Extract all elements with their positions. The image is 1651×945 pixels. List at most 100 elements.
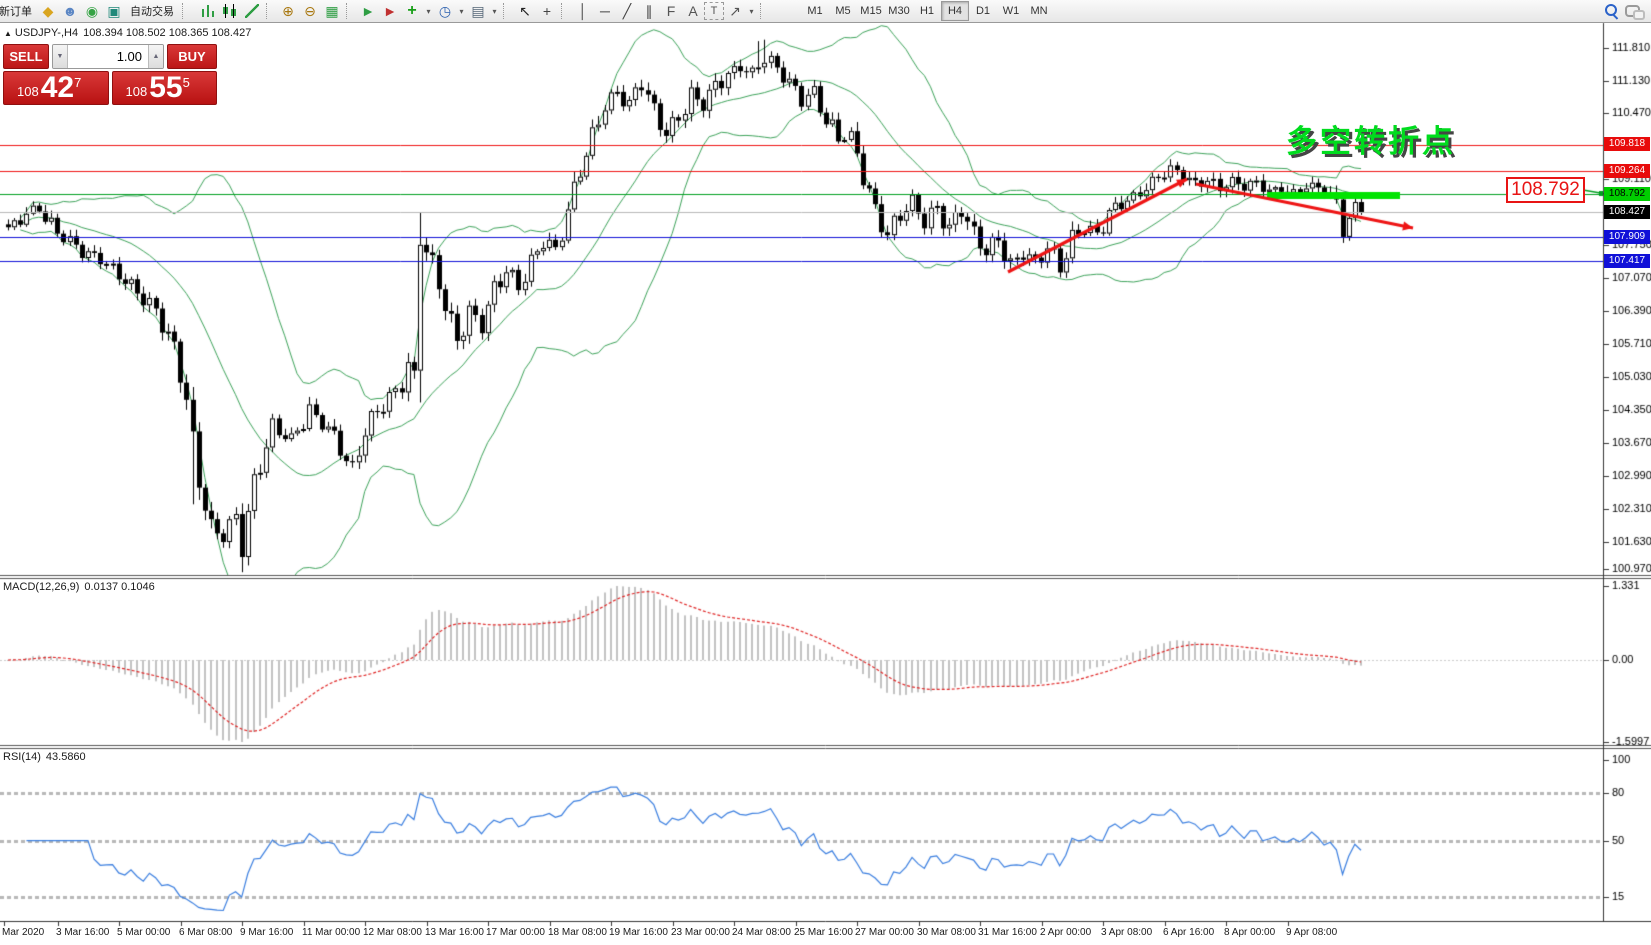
timeframe-H1[interactable]: H1 bbox=[919, 5, 935, 17]
auto-scroll-icon[interactable]: ► bbox=[361, 3, 375, 19]
symbol-search-icon[interactable] bbox=[1601, 1, 1623, 21]
time-axis-label: 5 Mar 00:00 bbox=[117, 927, 171, 938]
indicators-icon[interactable]: + bbox=[407, 2, 417, 19]
time-axis-label: 25 Mar 16:00 bbox=[794, 927, 853, 938]
sell-price-main: 42 bbox=[40, 71, 75, 104]
autotrade-icon[interactable]: ▣ bbox=[107, 3, 121, 19]
timeframe-H4[interactable]: H4 bbox=[941, 1, 969, 21]
periods-dropdown[interactable]: ▾ bbox=[459, 6, 464, 16]
indicators-dropdown[interactable]: ▾ bbox=[426, 6, 431, 16]
timeframe-MN[interactable]: MN bbox=[1030, 5, 1048, 17]
time-axis-label: 8 Apr 00:00 bbox=[1224, 927, 1276, 938]
timeframe-M15[interactable]: M15 bbox=[860, 5, 882, 17]
time-axis-label: 17 Mar 00:00 bbox=[486, 927, 545, 938]
time-axis-label: 30 Mar 08:00 bbox=[917, 927, 976, 938]
chart-shift-marker: ▲ bbox=[4, 29, 12, 38]
time-axis-label: 3 Apr 08:00 bbox=[1101, 927, 1153, 938]
timeframe-D1[interactable]: D1 bbox=[975, 5, 991, 17]
accounts-icon[interactable]: ☻ bbox=[62, 3, 78, 19]
autotrade-button[interactable]: 自动交易 bbox=[130, 6, 174, 18]
templates-dropdown[interactable]: ▾ bbox=[492, 6, 497, 16]
price-axis-badge: 109.264 bbox=[1604, 164, 1650, 178]
volume-stepper: ▼ ▲ bbox=[52, 44, 164, 69]
price-axis-badge: 108.427 bbox=[1604, 205, 1650, 219]
candlestick-icon[interactable] bbox=[219, 1, 241, 21]
periods-icon[interactable]: ◷ bbox=[438, 3, 452, 19]
arrows-icon[interactable]: ↗ bbox=[729, 3, 741, 19]
turning-point-annotation: 多空转折点 bbox=[1286, 124, 1456, 159]
text-icon[interactable]: A bbox=[688, 3, 698, 19]
volume-input[interactable] bbox=[68, 45, 148, 68]
macd-values: 0.0137 0.1046 bbox=[84, 581, 155, 593]
signal-icon[interactable]: ◉ bbox=[85, 3, 99, 19]
buy-price-prefix: 108 bbox=[125, 84, 148, 99]
horizontal-line-icon[interactable]: ─ bbox=[600, 3, 610, 19]
new-order-button[interactable]: 新订单 bbox=[0, 6, 32, 18]
timeframe-M30[interactable]: M30 bbox=[888, 5, 910, 17]
sell-button[interactable]: SELL bbox=[3, 44, 49, 69]
toolbar-separator bbox=[182, 3, 190, 19]
time-axis-label: 24 Mar 08:00 bbox=[732, 927, 791, 938]
symbol-name: USDJPY-,H4 bbox=[14, 27, 79, 39]
tile-windows-icon[interactable]: ▦ bbox=[325, 3, 339, 19]
templates-icon[interactable]: ▤ bbox=[471, 3, 485, 19]
time-axis-label: 6 Apr 16:00 bbox=[1163, 927, 1215, 938]
time-axis-label: 12 Mar 08:00 bbox=[363, 927, 422, 938]
crosshair-icon[interactable]: + bbox=[542, 3, 552, 19]
time-axis-label: 18 Mar 08:00 bbox=[548, 927, 607, 938]
price-callout-box: 108.792 bbox=[1506, 177, 1585, 203]
price-axis-badge: 109.818 bbox=[1604, 137, 1650, 151]
time-axis-label: 2 Apr 00:00 bbox=[1040, 927, 1092, 938]
rsi-value: 43.5860 bbox=[45, 751, 86, 763]
volume-decrease-icon[interactable]: ▼ bbox=[53, 45, 68, 68]
trendline-icon[interactable]: ╱ bbox=[622, 3, 632, 19]
buy-price-sup: 5 bbox=[182, 75, 190, 90]
sell-price-sup: 7 bbox=[74, 75, 82, 90]
time-axis-label: 23 Mar 00:00 bbox=[671, 927, 730, 938]
time-axis-label: 3 Mar 16:00 bbox=[56, 927, 110, 938]
time-axis-label: 13 Mar 16:00 bbox=[425, 927, 484, 938]
timeframe-W1[interactable]: W1 bbox=[1002, 5, 1020, 17]
time-axis-label: 19 Mar 16:00 bbox=[609, 927, 668, 938]
rsi-indicator-label: RSI(14) 43.5860 bbox=[3, 751, 91, 763]
zoom-out-icon[interactable]: ⊖ bbox=[304, 3, 316, 19]
buy-price[interactable]: 108 55 5 bbox=[111, 71, 217, 105]
buy-button[interactable]: BUY bbox=[167, 44, 217, 69]
rsi-name: RSI(14) bbox=[3, 751, 41, 763]
fibonacci-icon[interactable]: F bbox=[666, 3, 676, 19]
macd-name: MACD(12,26,9) bbox=[3, 581, 80, 593]
time-axis-label: 9 Mar 16:00 bbox=[240, 927, 294, 938]
symbol-ohlc: 108.394 108.502 108.365 108.427 bbox=[83, 27, 252, 39]
macd-indicator-label: MACD(12,26,9) 0.0137 0.1046 bbox=[3, 581, 160, 593]
symbol-info: ▲ USDJPY-,H4 108.394 108.502 108.365 108.4… bbox=[4, 27, 256, 39]
volume-increase-icon[interactable]: ▲ bbox=[148, 45, 163, 68]
time-axis-label: 27 Mar 00:00 bbox=[855, 927, 914, 938]
sell-price[interactable]: 108 42 7 bbox=[3, 71, 109, 105]
timeframe-M1[interactable]: M1 bbox=[807, 5, 823, 17]
price-axis-badge: 108.792 bbox=[1604, 187, 1650, 201]
chart-shift-icon[interactable]: ► bbox=[383, 3, 397, 19]
toolbar-separator bbox=[503, 3, 511, 19]
toolbar: 新订单 ◆ ☻ ◉ ▣ 自动交易 ⊕ ⊖ ▦ ► ► + ▾ ◷ ▾ ▤ ▾ ↖ + │ ─ ╱ ∥ F A T ↗ ▾ M1 M5 M15… bbox=[0, 0, 1651, 23]
line-chart-icon[interactable] bbox=[241, 1, 263, 21]
sell-price-prefix: 108 bbox=[17, 84, 39, 99]
bar-chart-icon[interactable] bbox=[197, 1, 219, 21]
timeframe-M5[interactable]: M5 bbox=[835, 5, 851, 17]
time-axis-label: 9 Apr 08:00 bbox=[1286, 927, 1338, 938]
toolbar-separator bbox=[266, 3, 274, 19]
label-icon[interactable]: T bbox=[704, 2, 724, 20]
vertical-line-icon[interactable]: │ bbox=[578, 3, 588, 19]
time-axis-label: 31 Mar 16:00 bbox=[978, 927, 1037, 938]
equidistant-channel-icon[interactable]: ∥ bbox=[645, 3, 653, 19]
time-axis-label: 6 Mar 08:00 bbox=[179, 927, 233, 938]
new-order-icon[interactable]: ◆ bbox=[42, 3, 54, 19]
cursor-icon[interactable]: ↖ bbox=[519, 3, 531, 19]
arrows-dropdown[interactable]: ▾ bbox=[749, 6, 754, 16]
buy-price-main: 55 bbox=[149, 71, 183, 104]
price-axis-badge: 107.417 bbox=[1604, 254, 1650, 268]
toolbar-separator bbox=[561, 3, 569, 19]
chat-icon[interactable] bbox=[1623, 1, 1645, 21]
zoom-in-icon[interactable]: ⊕ bbox=[282, 3, 294, 19]
